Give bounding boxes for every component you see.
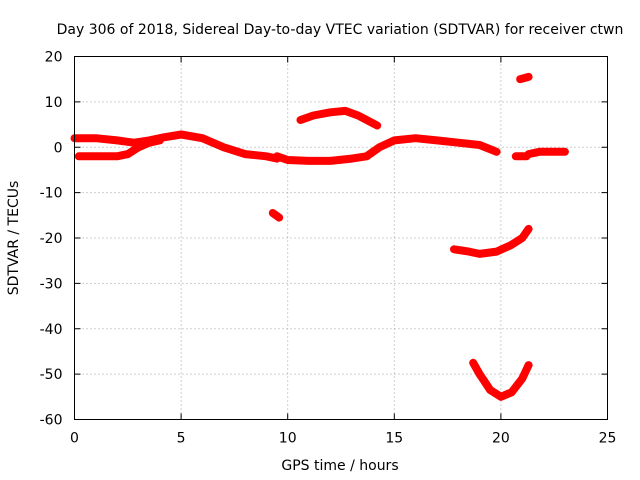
data-series	[70, 72, 569, 401]
y-tick-label: -30	[40, 276, 63, 292]
tick-labels: 0 5 10 15 20 25 -60 -50 -40 -30 -20 -10 0 10 20	[40, 50, 617, 447]
grid-lines	[74, 56, 608, 420]
x-tick-label: 25	[599, 431, 617, 447]
y-tick-label: -50	[40, 367, 63, 383]
series-track-7	[469, 358, 533, 401]
x-tick-label: 20	[492, 431, 510, 447]
x-axis-label: GPS time / hours	[281, 458, 398, 474]
y-tick-label: -20	[40, 231, 63, 247]
series-track-2	[74, 136, 164, 161]
series-track-8	[516, 72, 533, 84]
x-tick-label: 0	[70, 431, 79, 447]
y-tick-label: 10	[45, 95, 63, 111]
chart-title: Day 306 of 2018, Sidereal Day-to-day VTE…	[57, 22, 624, 38]
series-track-10	[524, 147, 569, 159]
series-track-1	[70, 130, 281, 163]
x-tick-label: 15	[385, 431, 403, 447]
series-track-6	[450, 224, 533, 258]
series-track-5	[296, 106, 382, 130]
axis-ticks	[74, 56, 608, 420]
series-track-4	[273, 134, 501, 165]
series-track-3	[268, 209, 284, 222]
y-axis-label: SDTVAR / TECUs	[6, 181, 22, 296]
y-tick-label: 20	[45, 50, 63, 66]
y-tick-label: 0	[54, 140, 63, 156]
x-tick-label: 5	[177, 431, 186, 447]
x-tick-label: 10	[279, 431, 297, 447]
y-tick-label: -10	[40, 186, 63, 202]
y-tick-label: -40	[40, 322, 63, 338]
y-tick-label: -60	[40, 413, 63, 429]
